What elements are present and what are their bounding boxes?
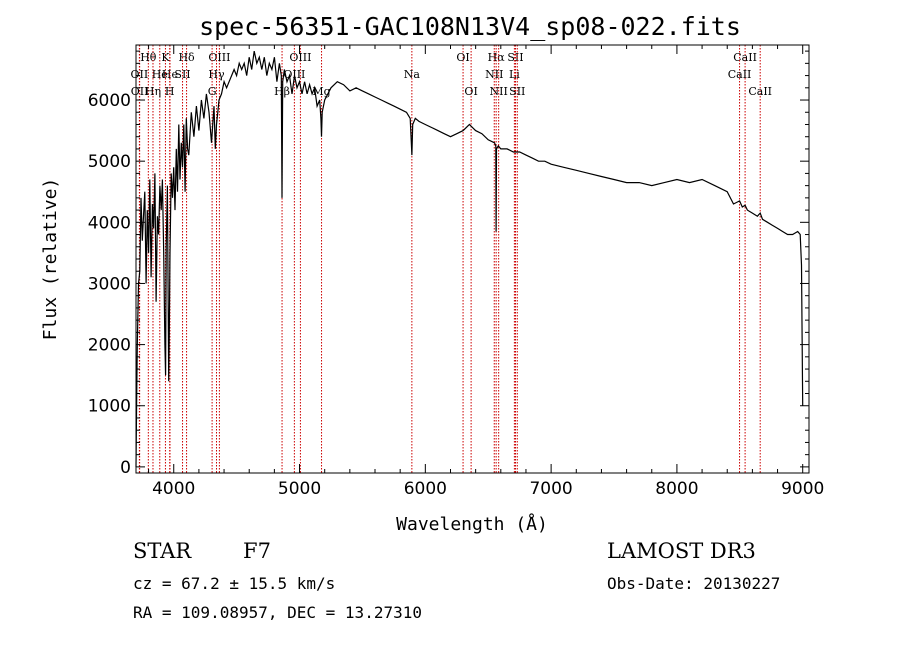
coordinates-label: RA = 109.08957, DEC = 13.27310 [133,603,422,622]
class-label: STAR [133,539,192,563]
spectral-line-label: H [165,85,175,98]
spectral-line-label: OII [131,68,149,81]
spectral-line-label: CaII [728,68,752,81]
plot-frame [135,44,810,474]
x-tick-label: 9000 [781,479,824,499]
spectral-line-label: CaII [733,51,757,64]
spectral-line-label: OIII [208,51,230,64]
y-tick-label: 0 [120,458,131,478]
obs-date-label: Obs-Date: 20130227 [607,574,781,593]
spectral-line-label: NII [490,85,508,98]
x-tick-label: 4000 [152,479,195,499]
x-tick-label: 8000 [655,479,698,499]
y-tick-label: 4000 [88,213,131,233]
spectral-line-label: Mg [312,85,330,98]
spectral-line-label: CaII [748,85,772,98]
spectral-line-label: OII [131,85,149,98]
spectral-line-label: SII [509,85,525,98]
spectral-line-label: Hη [145,85,161,98]
subclass-label: F7 [243,539,271,563]
redshift-label: cz = 67.2 ± 15.5 km/s [133,574,336,593]
survey-label: LAMOST DR3 [607,539,756,563]
axis-ticks: 4000 5000 6000 7000 8000 9000 0 1000 2000 3000 400… [88,45,824,499]
x-axis-label: Wavelength (Å) [396,513,548,535]
y-tick-label: 5000 [88,152,131,172]
spectral-line-label: Hθ [140,51,157,64]
spectral-line-label: He [162,68,178,81]
x-tick-label: 6000 [404,479,447,499]
y-tick-label: 3000 [88,274,131,294]
spectral-line-label: OIII [289,51,311,64]
x-tick-label: 7000 [529,479,572,499]
spectral-line-label: SII [507,51,523,64]
spectral-line-label: Na [404,68,421,81]
spectral-line-label: Hα [488,51,506,64]
spectral-line-label: OI [464,85,477,98]
spectral-line-label: K [161,51,170,64]
spectral-line-label: NII [485,68,503,81]
x-tick-label: 5000 [278,479,321,499]
spectral-line-label: He [152,68,168,81]
y-tick-label: 2000 [88,336,131,356]
spectral-line-label: G [208,85,217,98]
spectral-line-label: Li [509,68,520,81]
spectral-line-label: OI [456,51,469,64]
spectral-line-label: SII [174,68,190,81]
chart-title: spec-56351-GAC108N13V4_sp08-022.fits [199,12,741,41]
y-tick-label: 1000 [88,397,131,417]
y-tick-label: 6000 [88,91,131,111]
spectrum-line [135,50,804,467]
spectral-line-label: Hδ [178,51,195,64]
spectral-line-label: Hγ [208,68,225,81]
y-axis-label: Flux (relative) [40,178,61,341]
